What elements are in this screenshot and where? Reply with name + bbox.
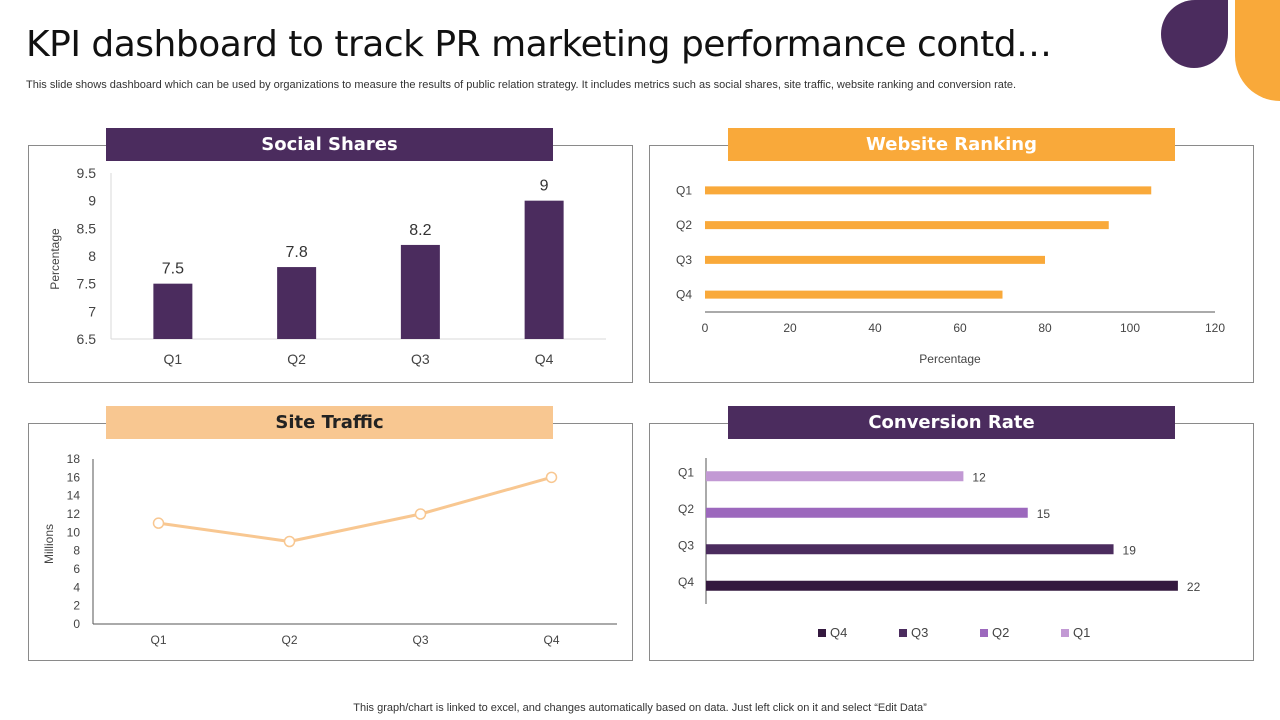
y-tick-label: 9 bbox=[88, 193, 96, 209]
y-tick-label: 6.5 bbox=[77, 331, 97, 347]
bar-q2 bbox=[277, 267, 317, 339]
bar-q4 bbox=[705, 290, 1003, 299]
bar-q3 bbox=[705, 255, 1045, 264]
legend-label: Q3 bbox=[911, 625, 928, 640]
data-label: 9 bbox=[540, 178, 549, 195]
bar-q2 bbox=[706, 507, 1028, 518]
legend-label: Q2 bbox=[992, 625, 1009, 640]
bar-q1 bbox=[705, 186, 1152, 195]
data-label: 7.8 bbox=[286, 244, 308, 261]
data-label: 7.5 bbox=[162, 261, 184, 278]
x-axis-title: Percentage bbox=[919, 352, 981, 366]
x-tick-label: 40 bbox=[868, 321, 882, 335]
y-axis-title: Millions bbox=[42, 524, 56, 564]
y-tick-label: Q2 bbox=[676, 218, 692, 232]
point-q3 bbox=[414, 508, 427, 520]
y-tick-label: Q2 bbox=[678, 502, 694, 516]
x-tick-label: Q1 bbox=[150, 633, 166, 647]
y-tick-label: Q4 bbox=[678, 575, 694, 589]
y-tick-label: 7.5 bbox=[77, 276, 97, 292]
data-label: 15 bbox=[1037, 507, 1051, 521]
legend-swatch-q2 bbox=[980, 629, 988, 637]
y-tick-label: 7 bbox=[88, 303, 96, 319]
corner-decoration bbox=[1161, 0, 1280, 101]
x-tick-label: 0 bbox=[702, 321, 709, 335]
x-tick-label: 120 bbox=[1205, 321, 1225, 335]
purple-leaf-shape bbox=[1161, 0, 1228, 68]
y-tick-label: Q4 bbox=[676, 288, 692, 302]
social-shares-panel: 6.5 7 7.5 8 8.5 9 9.5 Percentage 7.5 Q1 7.8 Q2 8.2 Q3… bbox=[28, 145, 633, 383]
y-tick-label: 0 bbox=[73, 617, 80, 631]
point-q2 bbox=[283, 535, 296, 548]
y-tick-label: 18 bbox=[67, 452, 81, 466]
x-tick-label: Q4 bbox=[535, 351, 554, 367]
site-traffic-panel: 0 2 4 6 8 10 12 14 16 18 Millions Q1 Q2 Q3 Q4 bbox=[28, 423, 633, 661]
bar-q1 bbox=[706, 471, 964, 482]
y-tick-label: 4 bbox=[73, 580, 80, 594]
orange-leaf-shape bbox=[1235, 0, 1280, 101]
y-tick-label: 10 bbox=[67, 525, 81, 539]
point-q4 bbox=[545, 471, 558, 484]
y-tick-label: 16 bbox=[67, 470, 81, 484]
website-ranking-chart[interactable]: 0 20 40 60 80 100 120 Percentage Q1 Q2 Q3 Q4 bbox=[650, 146, 1253, 382]
y-tick-label: 8.5 bbox=[77, 220, 97, 236]
bar-q4 bbox=[706, 580, 1178, 591]
footer-note: This graph/chart is linked to excel, and… bbox=[353, 702, 927, 714]
legend-swatch-q1 bbox=[1061, 629, 1069, 637]
x-tick-label: Q3 bbox=[412, 633, 428, 647]
site-traffic-heading: Site Traffic bbox=[106, 406, 553, 439]
x-tick-label: 100 bbox=[1120, 321, 1140, 335]
y-tick-label: 9.5 bbox=[77, 165, 97, 181]
bar-q1 bbox=[153, 283, 193, 339]
conversion-rate-chart[interactable]: 12 Q1 15 Q2 19 Q3 22 Q4 Q4 Q3 Q2 Q1 bbox=[650, 424, 1253, 660]
data-label: 8.2 bbox=[409, 222, 431, 239]
x-tick-label: Q1 bbox=[164, 351, 183, 367]
y-tick-label: 2 bbox=[73, 599, 80, 613]
legend-swatch-q3 bbox=[899, 629, 907, 637]
y-tick-label: 14 bbox=[67, 489, 81, 503]
y-tick-label: Q1 bbox=[678, 465, 694, 479]
social-shares-heading: Social Shares bbox=[106, 128, 553, 161]
x-tick-label: 60 bbox=[953, 321, 967, 335]
bar-q3 bbox=[400, 244, 440, 339]
website-ranking-heading: Website Ranking bbox=[728, 128, 1175, 161]
site-traffic-chart[interactable]: 0 2 4 6 8 10 12 14 16 18 Millions Q1 Q2 Q3 Q4 bbox=[29, 424, 632, 660]
traffic-series-line bbox=[158, 475, 552, 543]
website-ranking-panel: 0 20 40 60 80 100 120 Percentage Q1 Q2 Q3 Q4 bbox=[649, 145, 1254, 383]
y-tick-label: 8 bbox=[88, 248, 96, 264]
x-tick-label: 20 bbox=[783, 321, 797, 335]
legend-label: Q1 bbox=[1073, 625, 1090, 640]
bar-q4 bbox=[524, 200, 564, 339]
y-axis-title: Percentage bbox=[48, 228, 62, 290]
legend-swatch-q4 bbox=[818, 629, 826, 637]
page-title: KPI dashboard to track PR marketing perf… bbox=[26, 24, 1052, 65]
y-tick-label: Q1 bbox=[676, 183, 692, 197]
conversion-rate-panel: 12 Q1 15 Q2 19 Q3 22 Q4 Q4 Q3 Q2 Q1 bbox=[649, 423, 1254, 661]
y-tick-label: Q3 bbox=[678, 538, 694, 552]
data-label: 22 bbox=[1187, 580, 1201, 594]
data-label: 12 bbox=[972, 470, 986, 484]
point-q1 bbox=[152, 517, 165, 529]
social-shares-chart[interactable]: 6.5 7 7.5 8 8.5 9 9.5 Percentage 7.5 Q1 7.8 Q2 8.2 Q3… bbox=[29, 146, 632, 382]
y-tick-label: 8 bbox=[73, 544, 80, 558]
y-tick-label: 6 bbox=[73, 562, 80, 576]
x-tick-label: Q2 bbox=[287, 351, 306, 367]
x-tick-label: 80 bbox=[1038, 321, 1052, 335]
x-tick-label: Q3 bbox=[411, 351, 430, 367]
legend-label: Q4 bbox=[830, 625, 847, 640]
x-tick-label: Q4 bbox=[543, 633, 559, 647]
y-tick-label: Q3 bbox=[676, 253, 692, 267]
page-subtitle: This slide shows dashboard which can be … bbox=[26, 79, 1017, 91]
y-tick-label: 12 bbox=[67, 507, 81, 521]
bar-q3 bbox=[706, 544, 1114, 555]
conversion-rate-heading: Conversion Rate bbox=[728, 406, 1175, 439]
data-label: 19 bbox=[1123, 543, 1137, 557]
bar-q2 bbox=[705, 221, 1109, 230]
x-tick-label: Q2 bbox=[281, 633, 297, 647]
